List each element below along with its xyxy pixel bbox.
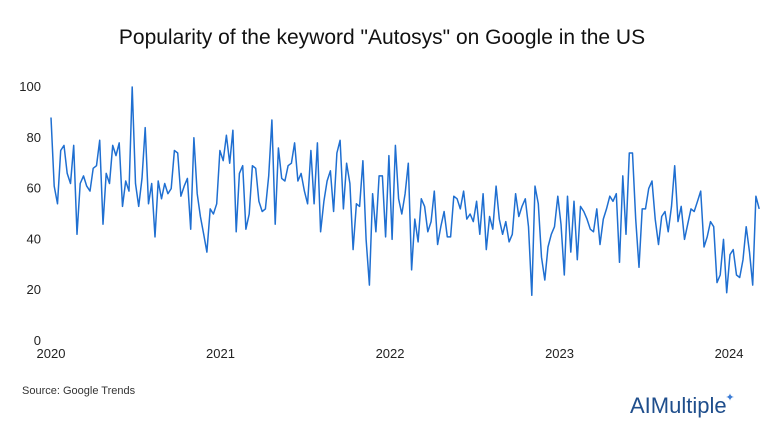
y-tick-label: 100	[19, 79, 41, 94]
brand-name: Multiple	[650, 393, 727, 418]
y-tick-label: 80	[27, 130, 41, 145]
x-tick-label: 2020	[37, 346, 66, 361]
x-tick-label: 2024	[715, 346, 744, 361]
y-axis-ticks: 0 20 40 60 80 100	[19, 79, 41, 348]
x-tick-label: 2021	[206, 346, 235, 361]
y-tick-label: 60	[27, 181, 41, 196]
series-line	[50, 86, 760, 297]
spark-icon: ✦	[725, 392, 735, 404]
y-tick-label: 40	[27, 231, 41, 246]
chart-title: Popularity of the keyword "Autosys" on G…	[118, 26, 646, 49]
series-group	[50, 86, 760, 297]
x-tick-label: 2023	[545, 346, 574, 361]
x-tick-label: 2022	[376, 346, 405, 361]
y-tick-label: 0	[34, 333, 41, 348]
x-axis-ticks: 2020 2021 2022 2023 2024	[37, 346, 744, 361]
brand-logo: AIMultiple ✦	[630, 392, 735, 419]
y-tick-label: 20	[27, 282, 41, 297]
brand-prefix: AI	[630, 393, 651, 418]
source-note: Source: Google Trends	[22, 385, 136, 397]
